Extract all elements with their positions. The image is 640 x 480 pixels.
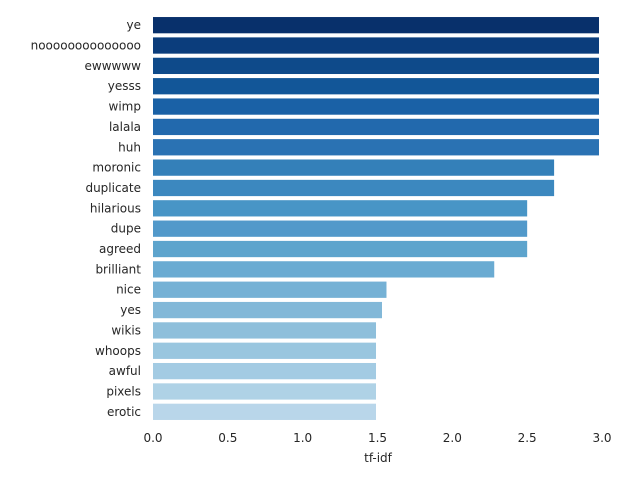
bar-8 xyxy=(153,179,555,197)
bar-7 xyxy=(153,159,555,176)
bar-15 xyxy=(153,322,377,339)
bar-10 xyxy=(153,220,528,237)
y-tick-label: wikis xyxy=(111,323,141,337)
bar-0 xyxy=(153,17,600,34)
bar-1 xyxy=(153,37,600,54)
y-tick-label: noooooooooooooo xyxy=(31,39,141,53)
y-tick-label: pixels xyxy=(106,384,141,398)
y-tick-label: moronic xyxy=(92,161,141,175)
y-tick-label: erotic xyxy=(107,405,141,419)
x-tick-label: 1.5 xyxy=(368,431,387,445)
bar-14 xyxy=(153,301,382,319)
y-tick-label: awful xyxy=(109,364,141,378)
bar-19 xyxy=(153,403,377,420)
bar-5 xyxy=(153,118,600,136)
x-tick-label: 1.0 xyxy=(293,431,312,445)
y-tick-label: dupe xyxy=(111,222,141,236)
bar-16 xyxy=(153,342,377,359)
x-tick-label: 2.0 xyxy=(443,431,462,445)
y-tick-label: brilliant xyxy=(95,262,141,276)
y-tick-label: duplicate xyxy=(85,181,141,195)
bar-18 xyxy=(153,383,377,400)
y-tick-label: nice xyxy=(116,283,141,297)
y-tick-label: yesss xyxy=(108,79,141,93)
x-tick-labels: 0.0 0.5 1.0 1.5 2.0 2.5 3.0 xyxy=(143,431,611,445)
bar-3 xyxy=(153,78,600,95)
x-tick-label: 0.0 xyxy=(143,431,162,445)
bar-17 xyxy=(153,362,377,380)
y-tick-label: wimp xyxy=(109,100,141,114)
bars-group xyxy=(153,17,600,420)
bar-6 xyxy=(153,139,600,156)
y-tick-label: huh xyxy=(118,140,141,154)
y-tick-label: lalala xyxy=(109,120,141,134)
x-tick-label: 3.0 xyxy=(592,431,611,445)
y-tick-label: hilarious xyxy=(90,201,141,215)
bar-9 xyxy=(153,200,528,217)
bar-4 xyxy=(153,98,600,115)
bar-11 xyxy=(153,240,528,258)
y-tick-label: whoops xyxy=(95,344,141,358)
bar-12 xyxy=(153,261,495,278)
bar-2 xyxy=(153,57,600,75)
y-tick-label: ewwwww xyxy=(85,59,142,73)
x-tick-label: 2.5 xyxy=(518,431,537,445)
y-tick-label: yes xyxy=(120,303,141,317)
y-tick-label: agreed xyxy=(99,242,141,256)
x-axis-title: tf-idf xyxy=(364,451,393,465)
bar-13 xyxy=(153,281,387,298)
y-tick-label: ye xyxy=(127,18,141,32)
x-tick-label: 0.5 xyxy=(218,431,237,445)
y-tick-labels: ye noooooooooooooo ewwwww yesss wimp lalala hu… xyxy=(31,18,142,419)
